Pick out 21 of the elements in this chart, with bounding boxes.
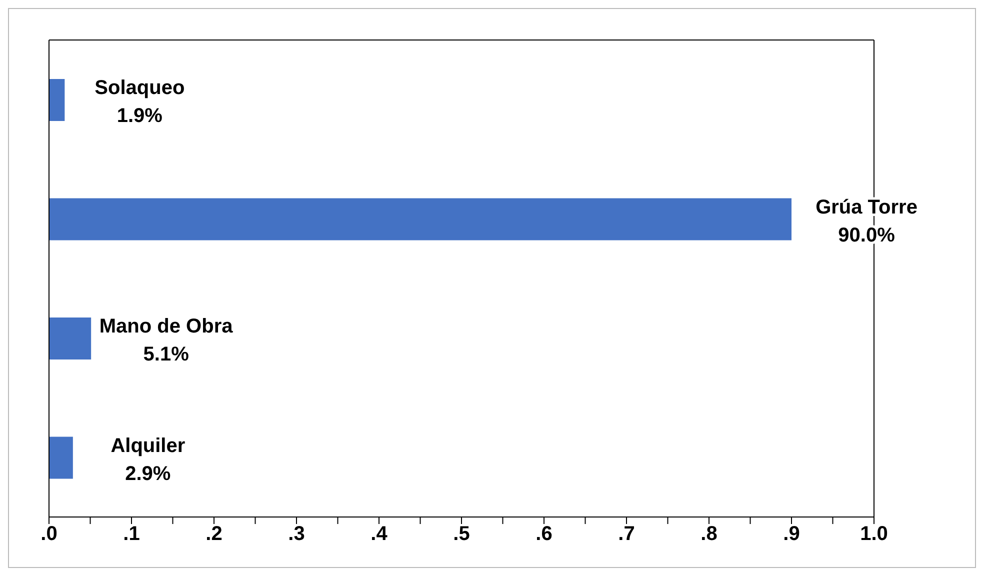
x-tick-label: .0 [40,523,58,546]
y-tick-label: Solaqueo [94,77,185,99]
bar [49,436,73,479]
x-tick-label: .9 [783,523,800,546]
data-label: 5.1% [143,344,190,366]
x-tick-label: .5 [453,523,470,546]
x-tick-label: .1 [123,523,140,546]
data-label: 1.9% [116,105,163,127]
bar [49,198,792,240]
x-tick-label: .3 [288,523,305,546]
data-label: 2.9% [125,462,171,485]
x-tick-label: 1.0 [860,523,888,546]
x-tick-label: .7 [618,523,635,546]
y-tick-label: Mano de Obra [99,316,234,338]
bar [49,79,65,121]
y-tick-label: Alquiler [110,434,186,457]
x-tick-label: .6 [536,523,552,546]
x-tick-label: .4 [370,523,388,546]
x-tick-label: .2 [206,523,222,546]
x-tick-label: .8 [700,523,718,546]
bar [49,318,92,360]
